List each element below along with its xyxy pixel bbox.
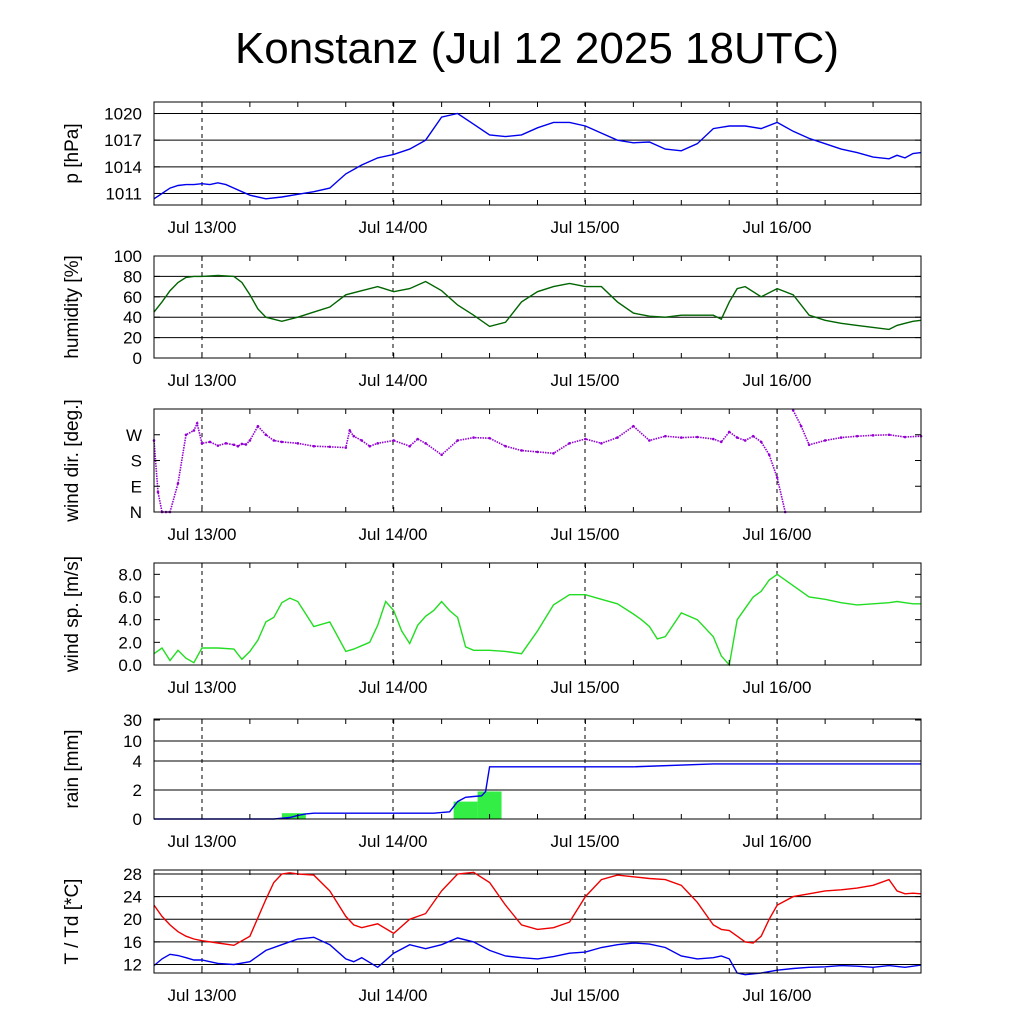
panel-frame xyxy=(153,408,922,513)
y-tick-label: 28 xyxy=(123,865,142,884)
x-tick-label: Jul 13/00 xyxy=(168,832,237,851)
panel-frame xyxy=(153,562,922,666)
accumulated-line-4 xyxy=(154,763,921,820)
y-tick-label: 100 xyxy=(114,247,142,266)
series-line-3 xyxy=(153,573,921,667)
x-tick-label: Jul 13/00 xyxy=(168,678,237,697)
y-tick-label: 1017 xyxy=(104,131,142,150)
x-tick-label: Jul 14/00 xyxy=(359,678,428,697)
x-tick-label: Jul 13/00 xyxy=(168,218,237,237)
y-axis-label: humidity [%] xyxy=(62,255,83,358)
y-tick-label: 40 xyxy=(123,308,142,327)
series-line-0 xyxy=(153,112,922,200)
y-tick-label: 1011 xyxy=(105,184,142,203)
y-tick-label: 20 xyxy=(123,910,142,929)
y-tick-label: W xyxy=(126,426,142,445)
x-tick-label: Jul 16/00 xyxy=(743,986,812,1005)
y-tick-label: 6.0 xyxy=(118,588,142,607)
wind-dir-trace xyxy=(153,410,922,513)
x-tick-label: Jul 13/00 xyxy=(168,986,237,1005)
y-axis-label: T / Td [*C] xyxy=(62,879,83,965)
y-tick-label: S xyxy=(131,452,142,471)
y-tick-label: E xyxy=(131,477,142,496)
x-tick-label: Jul 15/00 xyxy=(551,678,620,697)
y-axis-label: rain [mm] xyxy=(62,729,83,808)
y-tick-label: 0 xyxy=(133,349,142,368)
y-tick-label: 1020 xyxy=(104,105,142,124)
x-tick-label: Jul 13/00 xyxy=(168,525,237,544)
x-tick-label: Jul 16/00 xyxy=(743,525,812,544)
y-tick-label: 0.0 xyxy=(118,656,142,675)
x-tick-label: Jul 15/00 xyxy=(551,371,620,390)
x-tick-label: Jul 16/00 xyxy=(743,678,812,697)
panel-frame xyxy=(153,255,922,359)
x-tick-label: Jul 14/00 xyxy=(359,525,428,544)
y-tick-label: N xyxy=(130,503,142,522)
y-tick-label: 0 xyxy=(133,810,142,829)
x-tick-label: Jul 16/00 xyxy=(743,371,812,390)
y-axis-label: p [hPa] xyxy=(62,123,83,183)
y-tick-label: 60 xyxy=(123,288,142,307)
rain-bar xyxy=(477,791,502,819)
y-tick-label: 2 xyxy=(133,781,142,800)
x-tick-label: Jul 16/00 xyxy=(743,832,812,851)
y-tick-label: 8.0 xyxy=(118,565,142,584)
x-tick-label: Jul 15/00 xyxy=(551,218,620,237)
y-tick-label: 80 xyxy=(123,267,142,286)
panel-frame xyxy=(153,718,922,820)
y-tick-label: 20 xyxy=(123,329,142,348)
y-axis-label: wind dir. [deg.] xyxy=(62,399,83,523)
y-tick-label: 1014 xyxy=(104,158,142,177)
x-tick-label: Jul 15/00 xyxy=(551,832,620,851)
y-tick-label: 10 xyxy=(123,732,142,751)
y-tick-label: 16 xyxy=(123,933,142,952)
x-tick-label: Jul 13/00 xyxy=(168,371,237,390)
x-tick-label: Jul 16/00 xyxy=(743,218,812,237)
y-tick-label: 2.0 xyxy=(118,633,142,652)
panel-frame xyxy=(153,869,922,974)
y-tick-label: 4 xyxy=(133,752,142,771)
series-line-5 xyxy=(153,871,922,947)
chart-title: Konstanz (Jul 12 2025 18UTC) xyxy=(234,24,840,73)
x-tick-label: Jul 14/00 xyxy=(359,371,428,390)
x-tick-label: Jul 15/00 xyxy=(551,525,620,544)
y-tick-label: 12 xyxy=(123,956,142,975)
x-tick-label: Jul 15/00 xyxy=(551,986,620,1005)
x-tick-label: Jul 14/00 xyxy=(359,832,428,851)
series-line-1 xyxy=(153,274,922,331)
x-tick-label: Jul 14/00 xyxy=(359,986,428,1005)
panel-frame xyxy=(153,101,922,206)
y-axis-label: wind sp. [m/s] xyxy=(62,556,83,673)
rain-bar xyxy=(453,801,478,819)
x-tick-label: Jul 14/00 xyxy=(359,218,428,237)
y-tick-label: 4.0 xyxy=(118,611,142,630)
y-tick-label: 30 xyxy=(123,711,142,730)
y-tick-label: 24 xyxy=(123,888,142,907)
